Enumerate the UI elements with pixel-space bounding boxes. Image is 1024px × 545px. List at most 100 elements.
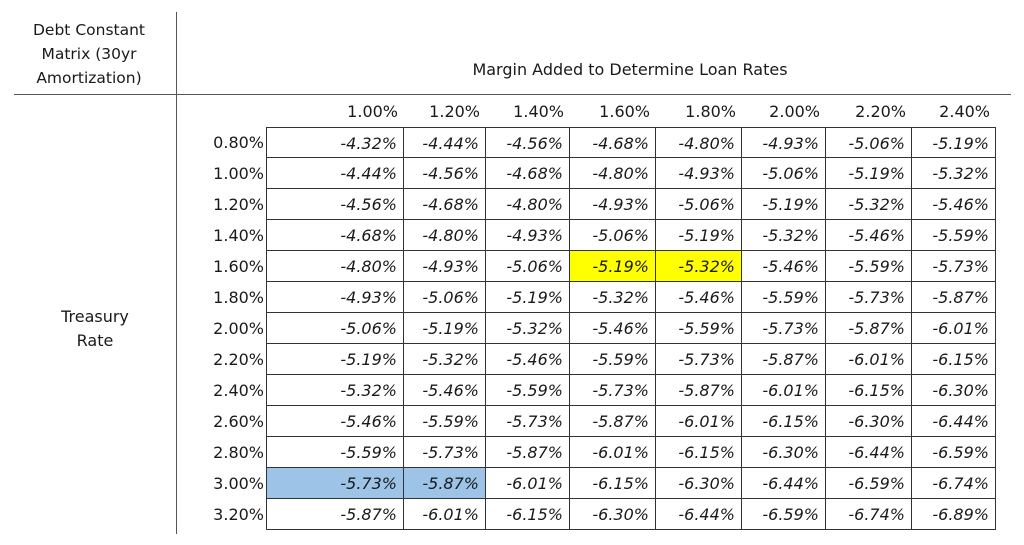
- table-cell: -4.80%: [486, 189, 570, 220]
- table-cell: -6.89%: [912, 499, 996, 530]
- table-cell: -5.73%: [486, 406, 570, 437]
- row-header: 1.80%: [213, 288, 264, 307]
- treasury-rate-label: Treasury Rate: [40, 305, 150, 353]
- table-cell: -4.44%: [266, 158, 404, 189]
- column-header: 2.00%: [769, 102, 820, 121]
- table-cell: -5.19%: [656, 220, 742, 251]
- column-header: 2.20%: [855, 102, 906, 121]
- column-header: 2.40%: [939, 102, 990, 121]
- column-header: 1.00%: [347, 102, 398, 121]
- table-cell: -5.06%: [656, 189, 742, 220]
- table-cell: -4.68%: [266, 220, 404, 251]
- row-header: 3.00%: [213, 474, 264, 493]
- row-header: 1.00%: [213, 164, 264, 183]
- table-cell: -5.59%: [826, 251, 912, 282]
- table-cell: -6.01%: [742, 375, 826, 406]
- table-cell: -4.80%: [656, 127, 742, 158]
- column-header: 1.60%: [599, 102, 650, 121]
- table-cell: -6.01%: [404, 499, 486, 530]
- table-cell: -6.30%: [742, 437, 826, 468]
- table-cell: -5.73%: [404, 437, 486, 468]
- table-cell: -6.15%: [570, 468, 656, 499]
- table-cell: -4.93%: [486, 220, 570, 251]
- table-cell: -6.59%: [826, 468, 912, 499]
- table-cell: -5.46%: [486, 344, 570, 375]
- table-cell: -5.19%: [742, 189, 826, 220]
- table-cell: -5.06%: [404, 282, 486, 313]
- table-cell: -5.19%: [826, 158, 912, 189]
- table-cell: -6.01%: [656, 406, 742, 437]
- table-cell: -5.59%: [570, 344, 656, 375]
- table-cell: -5.46%: [266, 406, 404, 437]
- table-cell: -4.80%: [570, 158, 656, 189]
- table-cell: -5.32%: [486, 313, 570, 344]
- table-cell: -5.73%: [266, 468, 404, 499]
- table-cell: -5.59%: [404, 406, 486, 437]
- table-cell: -5.59%: [486, 375, 570, 406]
- table-cell: -5.59%: [912, 220, 996, 251]
- table-cell: -5.32%: [742, 220, 826, 251]
- row-header: 2.80%: [213, 443, 264, 462]
- table-cell: -5.73%: [742, 313, 826, 344]
- header-divider: [14, 94, 1011, 95]
- table-cell: -4.80%: [266, 251, 404, 282]
- table-cell: -5.87%: [486, 437, 570, 468]
- table-cell: -5.87%: [656, 375, 742, 406]
- table-cell: -5.73%: [912, 251, 996, 282]
- table-cell: -5.87%: [404, 468, 486, 499]
- table-cell: -6.15%: [742, 406, 826, 437]
- table-cell: -4.68%: [404, 189, 486, 220]
- table-cell: -5.19%: [266, 344, 404, 375]
- table-cell: -6.15%: [486, 499, 570, 530]
- table-cell: -5.87%: [742, 344, 826, 375]
- column-header: 1.40%: [513, 102, 564, 121]
- table-cell: -4.93%: [742, 127, 826, 158]
- table-cell: -5.32%: [404, 344, 486, 375]
- table-cell: -6.30%: [570, 499, 656, 530]
- row-header: 2.00%: [213, 319, 264, 338]
- matrix-title: Debt Constant Matrix (30yr Amortization): [14, 18, 164, 90]
- matrix-title-line: Matrix (30yr: [41, 45, 137, 63]
- table-cell: -6.15%: [826, 375, 912, 406]
- row-header: 2.20%: [213, 350, 264, 369]
- table-cell: -5.59%: [656, 313, 742, 344]
- table-cell: -5.46%: [570, 313, 656, 344]
- table-cell: -5.32%: [912, 158, 996, 189]
- table-cell: -5.32%: [826, 189, 912, 220]
- row-header: 1.40%: [213, 226, 264, 245]
- table-cell: -5.73%: [826, 282, 912, 313]
- row-header: 2.60%: [213, 412, 264, 431]
- column-header: 1.80%: [685, 102, 736, 121]
- table-cell: -4.56%: [486, 127, 570, 158]
- table-cell: -5.87%: [570, 406, 656, 437]
- treasury-label-line: Rate: [76, 331, 114, 350]
- table-cell: -5.19%: [570, 251, 656, 282]
- table-cell: -4.68%: [486, 158, 570, 189]
- table-cell: -5.32%: [656, 251, 742, 282]
- table-cell: -6.74%: [912, 468, 996, 499]
- row-header: 1.20%: [213, 195, 264, 214]
- table-cell: -5.19%: [486, 282, 570, 313]
- row-header: 3.20%: [213, 505, 264, 524]
- table-cell: -4.68%: [570, 127, 656, 158]
- table-cell: -6.44%: [742, 468, 826, 499]
- table-cell: -4.56%: [404, 158, 486, 189]
- table-cell: -6.44%: [826, 437, 912, 468]
- table-cell: -5.19%: [912, 127, 996, 158]
- table-cell: -5.46%: [404, 375, 486, 406]
- table-cell: -5.32%: [266, 375, 404, 406]
- table-cell: -5.06%: [266, 313, 404, 344]
- table-cell: -6.30%: [912, 375, 996, 406]
- table-cell: -5.87%: [266, 499, 404, 530]
- table-cell: -4.93%: [266, 282, 404, 313]
- table-cell: -6.01%: [826, 344, 912, 375]
- table-cell: -4.93%: [570, 189, 656, 220]
- table-cell: -6.01%: [570, 437, 656, 468]
- matrix-title-line: Amortization): [36, 69, 142, 87]
- table-cell: -6.30%: [826, 406, 912, 437]
- table-cell: -4.80%: [404, 220, 486, 251]
- table-cell: -5.06%: [742, 158, 826, 189]
- matrix-title-line: Debt Constant: [33, 21, 145, 39]
- table-cell: -5.87%: [912, 282, 996, 313]
- table-cell: -6.59%: [912, 437, 996, 468]
